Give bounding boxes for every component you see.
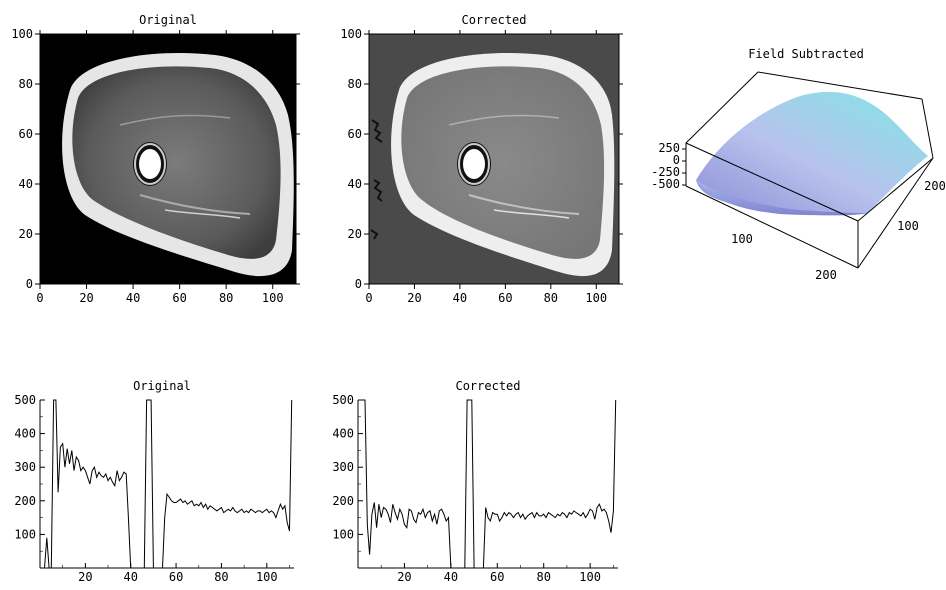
x-tick-label: 0	[36, 291, 43, 305]
x-tick-label: 20	[78, 570, 92, 584]
x-tick-label: 100	[256, 570, 278, 584]
y-tick-label: 500	[332, 393, 354, 407]
plot-frame	[39, 33, 297, 285]
z-tick-label: -250	[651, 165, 680, 179]
panel-title: Original	[133, 379, 191, 393]
y-tick-label: 80	[348, 77, 362, 91]
mri-thigh-image	[370, 53, 615, 277]
y-tick-label: 400	[14, 427, 36, 441]
y-tick-label: 0	[26, 277, 33, 291]
x-tick-label: 80	[214, 570, 228, 584]
x-tick-label: 20	[79, 291, 93, 305]
x-tick-label: 40	[453, 291, 467, 305]
surface-box	[685, 71, 934, 186]
z-tick-label: -500	[651, 177, 680, 191]
y-tick-label: 60	[348, 127, 362, 141]
y-tick-label: 100	[14, 527, 36, 541]
y-tick-label: 100	[897, 219, 919, 233]
corrected-profile-panel: Corrected 20 40 60 80 100 100 200 300 400 500	[332, 379, 618, 584]
surface-front-face	[696, 180, 868, 216]
surface-mesh	[696, 91, 928, 213]
y-tick-label: 500	[14, 393, 36, 407]
axes: 20 40 60 80 100 100 200 300 400 500	[332, 393, 618, 584]
y-tick-label: 40	[348, 177, 362, 191]
x-tick-label: 60	[490, 570, 504, 584]
original-profile-panel: Original 20 40 60 80 100 100 200 300 400 500	[14, 379, 294, 584]
x-tick-label: 100	[262, 291, 284, 305]
x-tick-label: 40	[444, 570, 458, 584]
x-tick-label: 60	[169, 570, 183, 584]
y-tick-label: 400	[332, 427, 354, 441]
axes: 0 20 40 60 80 100 0 20 40 60 80 100	[11, 27, 300, 305]
mri-thigh-image	[62, 53, 294, 277]
y-tick-label: 200	[14, 494, 36, 508]
z-tick-label: 0	[673, 153, 680, 167]
panel-title: Corrected	[461, 13, 526, 27]
x-tick-label: 100	[731, 232, 753, 246]
series-line	[42, 399, 293, 569]
x-tick-label: 60	[498, 291, 512, 305]
y-tick-label: 100	[340, 27, 362, 41]
x-tick-label: 200	[815, 268, 837, 282]
plot-frame	[368, 33, 620, 285]
axes: 20 40 60 80 100 100 200 300 400 500	[14, 393, 294, 584]
x-tick-label: 20	[397, 570, 411, 584]
x-tick-label: 40	[123, 570, 137, 584]
panel-title: Field Subtracted	[748, 47, 864, 61]
y-tick-label: 60	[19, 127, 33, 141]
y-tick-label: 0	[355, 277, 362, 291]
y-tick-label: 80	[19, 77, 33, 91]
axes: 0 20 40 60 80 100 0 20 40 60 80 100	[340, 27, 623, 305]
y-tick-label: 100	[332, 527, 354, 541]
x-tick-label: 80	[219, 291, 233, 305]
series-group	[360, 399, 617, 569]
y-tick-label: 100	[11, 27, 33, 41]
y-tick-label: 20	[348, 227, 362, 241]
original-image-panel: Original 0 20 40 60 80 100 0 20 40 60 80 100	[11, 13, 300, 305]
y-tick-label: 200	[332, 494, 354, 508]
y-tick-label: 300	[332, 460, 354, 474]
x-tick-label: 100	[579, 570, 601, 584]
x-tick-label: 80	[544, 291, 558, 305]
y-tick-label: 40	[19, 177, 33, 191]
x-tick-label: 40	[126, 291, 140, 305]
series-group	[42, 399, 293, 569]
x-tick-label: 80	[536, 570, 550, 584]
y-tick-label: 20	[19, 227, 33, 241]
panel-title: Corrected	[455, 379, 520, 393]
y-tick-label: 300	[14, 460, 36, 474]
panel-title: Original	[139, 13, 197, 27]
x-tick-label: 0	[365, 291, 372, 305]
x-tick-label: 20	[407, 291, 421, 305]
z-tick-label: 250	[658, 141, 680, 155]
corrected-image-panel: Corrected 0 20 40 60 80 100 0 20 40 60 80 100	[340, 13, 623, 305]
series-line	[360, 399, 617, 569]
x-tick-label: 100	[585, 291, 607, 305]
y-tick-label: 200	[924, 179, 946, 193]
surface-box-front	[685, 142, 934, 269]
x-tick-label: 60	[172, 291, 186, 305]
